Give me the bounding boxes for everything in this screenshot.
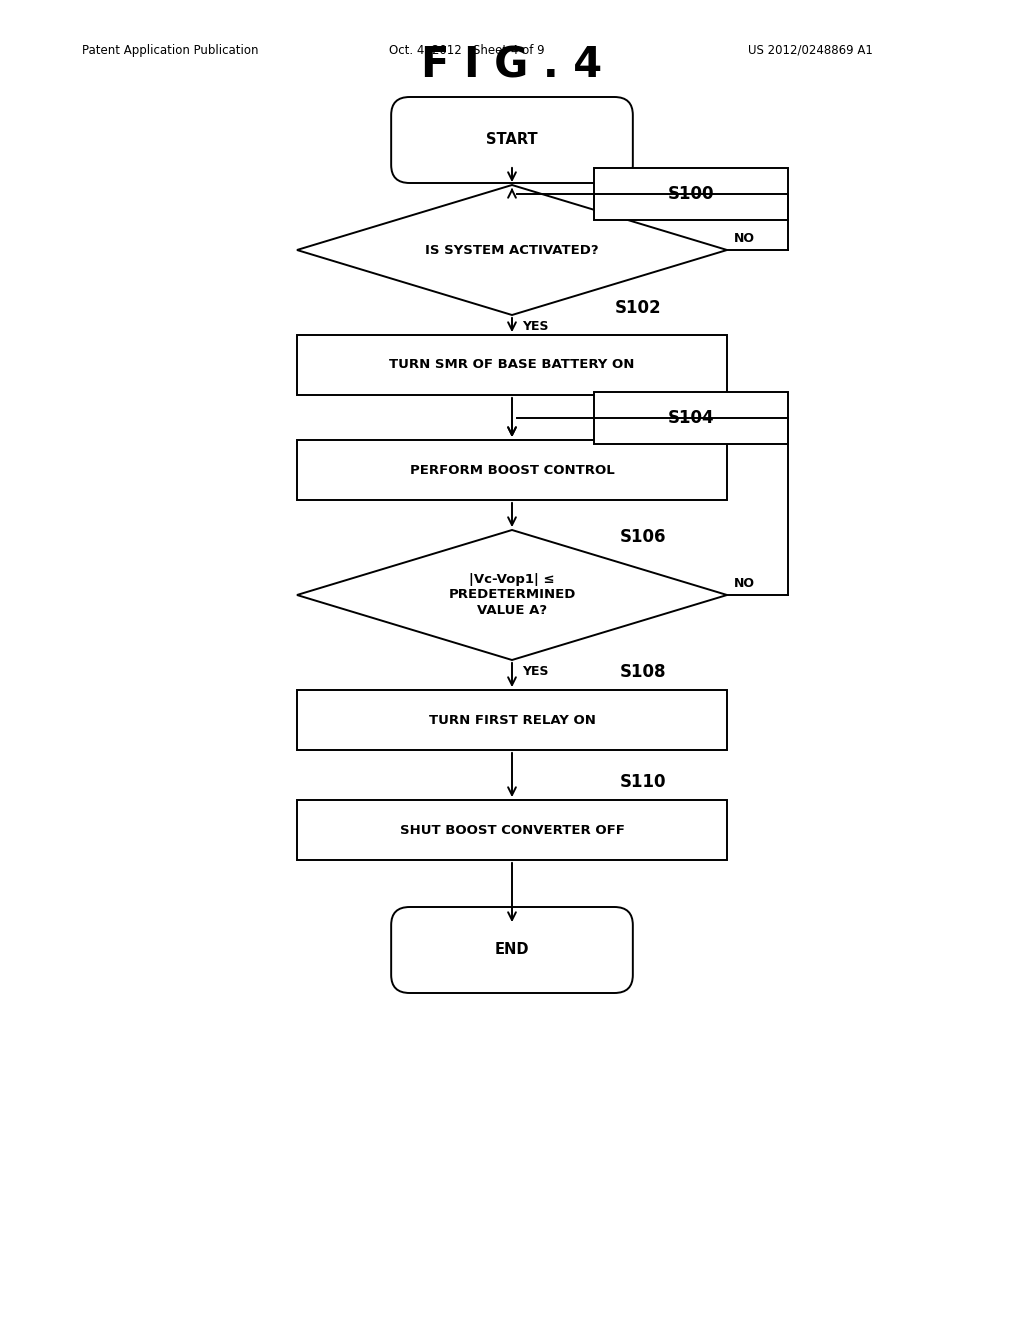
Text: F I G . 4: F I G . 4 bbox=[422, 44, 602, 86]
Polygon shape bbox=[297, 185, 727, 315]
Bar bbox=[297, 800, 727, 861]
Bar bbox=[594, 392, 788, 444]
Text: TURN FIRST RELAY ON: TURN FIRST RELAY ON bbox=[429, 714, 595, 726]
Text: US 2012/0248869 A1: US 2012/0248869 A1 bbox=[748, 44, 872, 57]
Bar bbox=[297, 335, 727, 395]
Text: TURN SMR OF BASE BATTERY ON: TURN SMR OF BASE BATTERY ON bbox=[389, 359, 635, 371]
Text: S102: S102 bbox=[614, 300, 662, 317]
Text: IS SYSTEM ACTIVATED?: IS SYSTEM ACTIVATED? bbox=[425, 243, 599, 256]
Text: S104: S104 bbox=[668, 409, 715, 426]
Text: Oct. 4, 2012   Sheet 4 of 9: Oct. 4, 2012 Sheet 4 of 9 bbox=[389, 44, 545, 57]
Text: PERFORM BOOST CONTROL: PERFORM BOOST CONTROL bbox=[410, 463, 614, 477]
Text: S100: S100 bbox=[668, 185, 715, 203]
Text: YES: YES bbox=[522, 319, 549, 333]
Bar bbox=[594, 168, 788, 220]
Text: SHUT BOOST CONVERTER OFF: SHUT BOOST CONVERTER OFF bbox=[399, 824, 625, 837]
FancyBboxPatch shape bbox=[391, 96, 633, 183]
Text: START: START bbox=[486, 132, 538, 148]
Text: S108: S108 bbox=[620, 663, 666, 681]
Text: YES: YES bbox=[522, 665, 549, 678]
Text: END: END bbox=[495, 942, 529, 957]
Text: S110: S110 bbox=[620, 774, 666, 791]
Polygon shape bbox=[297, 531, 727, 660]
Bar bbox=[297, 690, 727, 750]
Bar bbox=[297, 440, 727, 500]
Text: Patent Application Publication: Patent Application Publication bbox=[82, 44, 258, 57]
Text: NO: NO bbox=[734, 232, 756, 246]
Text: S106: S106 bbox=[620, 528, 666, 546]
FancyBboxPatch shape bbox=[391, 907, 633, 993]
Text: |Vc-Vop1| ≤
PREDETERMINED
VALUE A?: |Vc-Vop1| ≤ PREDETERMINED VALUE A? bbox=[449, 573, 575, 616]
Text: NO: NO bbox=[734, 577, 756, 590]
